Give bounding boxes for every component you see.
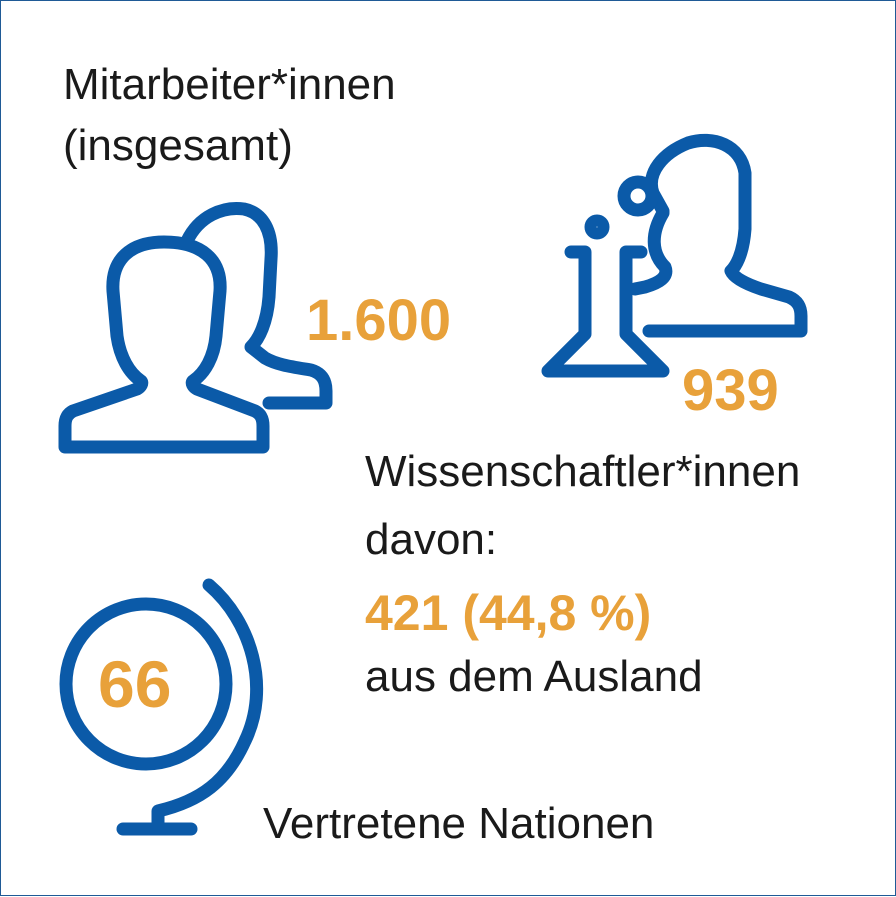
- foreign-scientists-value: 421 (44,8 %): [365, 585, 652, 641]
- foreign-scientists-label: aus dem Ausland: [365, 652, 703, 701]
- staff-value: 1.600: [306, 288, 452, 353]
- nations-label: Vertretene Nationen: [263, 799, 655, 848]
- staff-label-line2: (insgesamt): [63, 121, 293, 170]
- scientists-of-which: davon:: [365, 515, 498, 564]
- scientists-label: Wissenschaftler*innen: [365, 447, 801, 496]
- scientists-value: 939: [682, 358, 779, 423]
- staff-label-line1: Mitarbeiter*innen: [63, 60, 396, 109]
- nations-value: 66: [98, 647, 172, 721]
